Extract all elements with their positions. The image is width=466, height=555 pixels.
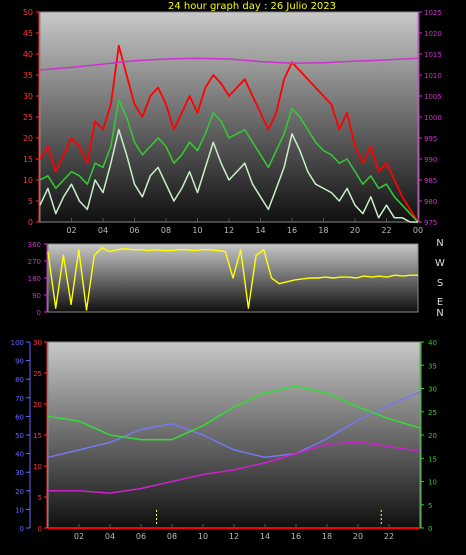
wind-left-tick-label: 40	[23, 50, 33, 59]
compass-label: N	[436, 308, 443, 319]
red-left-tick-label: 5	[38, 494, 42, 502]
temperature-plot-area	[47, 341, 421, 529]
wind-x-tick-label: 22	[381, 226, 391, 235]
red-left-tick-label: 0	[38, 525, 42, 533]
wind-x-tick-label: 08	[161, 226, 171, 235]
pressure-right-tick-label: 1020	[424, 30, 442, 38]
wind-gust-series-line	[39, 44, 419, 223]
humidity-tick-label: 40	[15, 451, 24, 459]
temperature-right-tick-label: 40	[428, 339, 437, 347]
red-left-tick-label: 30	[33, 339, 42, 347]
wind-speed-series-line	[39, 128, 418, 223]
temperature-x-tick-label: 20	[353, 532, 363, 541]
wind-x-tick-label: 10	[192, 226, 202, 235]
wind-left-tick-label: 0	[28, 218, 33, 227]
wind-left-tick-label: 5	[28, 197, 33, 206]
temperature-right-tick-label: 10	[428, 479, 437, 487]
wind-x-tick-label: 12	[224, 226, 234, 235]
temperature-x-tick-label: 06	[136, 532, 146, 541]
pressure-right-tick-label: 1000	[424, 114, 442, 122]
humidity-tick-label: 70	[15, 395, 24, 403]
red-left-tick-label: 10	[33, 463, 42, 471]
temperature-x-tick-label: 22	[384, 532, 394, 541]
wind-avg-series-line	[39, 99, 419, 223]
temperature-right-tick-label: 0	[428, 525, 432, 533]
wind-left-tick-label: 35	[23, 71, 33, 80]
wind-left-tick-label: 20	[23, 134, 33, 143]
temperature-right-tick-label: 5	[428, 502, 432, 510]
wind-speed-pressure-panel: 0510152025303540455097598098599099510001…	[23, 8, 442, 235]
humidity-tick-label: 0	[20, 525, 24, 533]
humidity-tick-label: 20	[15, 488, 24, 496]
wind-left-tick-label: 25	[23, 113, 33, 122]
wind-left-tick-label: 15	[23, 155, 33, 164]
temperature-x-tick-label: 14	[260, 532, 270, 541]
temperature-x-tick-label: 08	[167, 532, 177, 541]
wind-direction-series-line	[47, 247, 418, 311]
humidity-tick-label: 80	[15, 376, 24, 384]
temperature-right-tick-label: 15	[428, 455, 437, 463]
direction-left-tick-label: 90	[32, 292, 41, 300]
wind-plot-area	[39, 11, 419, 223]
temperature-x-tick-label: 16	[291, 532, 301, 541]
temperature-x-tick-label: 12	[229, 532, 239, 541]
compass-label: N	[436, 238, 443, 249]
red-left-tick-label: 25	[33, 370, 42, 378]
pressure-right-tick-label: 1005	[424, 93, 442, 101]
temperature-x-tick-label: 18	[322, 532, 332, 541]
wind-x-tick-label: 16	[287, 226, 297, 235]
direction-left-tick-label: 270	[28, 258, 41, 266]
wind-left-tick-label: 50	[23, 8, 33, 17]
wind-left-tick-label: 45	[23, 29, 33, 38]
temperature-right-tick-label: 35	[428, 362, 437, 370]
temperature-x-tick-label: 04	[105, 532, 115, 541]
humidity-series-line	[47, 391, 421, 459]
direction-left-tick-label: 360	[28, 241, 41, 249]
humidity-tick-label: 30	[15, 469, 24, 477]
direction-left-tick-label: 0	[37, 309, 41, 317]
humidity-tick-label: 100	[11, 339, 24, 347]
humidity-tick-label: 60	[15, 413, 24, 421]
wind-x-tick-label: 18	[318, 226, 328, 235]
compass-label: E	[437, 297, 443, 308]
temperature-right-tick-label: 25	[428, 409, 437, 417]
humidity-tick-label: 90	[15, 358, 24, 366]
wind-left-tick-label: 30	[23, 92, 33, 101]
temperature-x-tick-label: 02	[74, 532, 84, 541]
red-left-tick-label: 20	[33, 401, 42, 409]
wind-x-tick-label: 02	[66, 226, 76, 235]
temperature-x-tick-label: 10	[198, 532, 208, 541]
direction-left-tick-label: 180	[28, 275, 41, 283]
pressure-right-tick-label: 980	[424, 198, 437, 206]
temperature-right-tick-label: 20	[428, 432, 437, 440]
wind-x-tick-label: 06	[129, 226, 139, 235]
pressure-series-line	[39, 57, 419, 71]
pressure-right-tick-label: 1015	[424, 51, 442, 59]
wind-x-tick-label: 04	[98, 226, 108, 235]
wind-x-tick-label: 00	[413, 226, 423, 235]
wind-left-tick-label: 10	[23, 176, 33, 185]
compass-label: W	[435, 258, 445, 269]
temperature-right-tick-label: 30	[428, 386, 437, 394]
red-left-tick-label: 15	[33, 432, 42, 440]
wind-x-tick-label: 20	[350, 226, 360, 235]
temperature-humidity-panel: 0 10 20 30 40 50 60 70 80 90 100 0 5 10 15 20 25 30 0 5 10 15…	[11, 339, 437, 541]
compass-label: S	[437, 278, 443, 289]
pressure-right-tick-label: 1025	[424, 9, 442, 17]
temperature-series-line	[47, 385, 421, 441]
pressure-right-tick-label: 985	[424, 177, 437, 185]
pressure-right-tick-label: 975	[424, 219, 437, 227]
pressure-right-tick-label: 995	[424, 135, 437, 143]
humidity-tick-label: 50	[15, 432, 24, 440]
wind-x-tick-label: 14	[255, 226, 265, 235]
humidity-tick-label: 10	[15, 506, 24, 514]
dewpoint-series-line	[48, 441, 421, 494]
pressure-right-tick-label: 1010	[424, 72, 442, 80]
page-title: 24 hour graph day : 26 Julio 2023	[168, 1, 336, 12]
pressure-right-tick-label: 990	[424, 156, 437, 164]
